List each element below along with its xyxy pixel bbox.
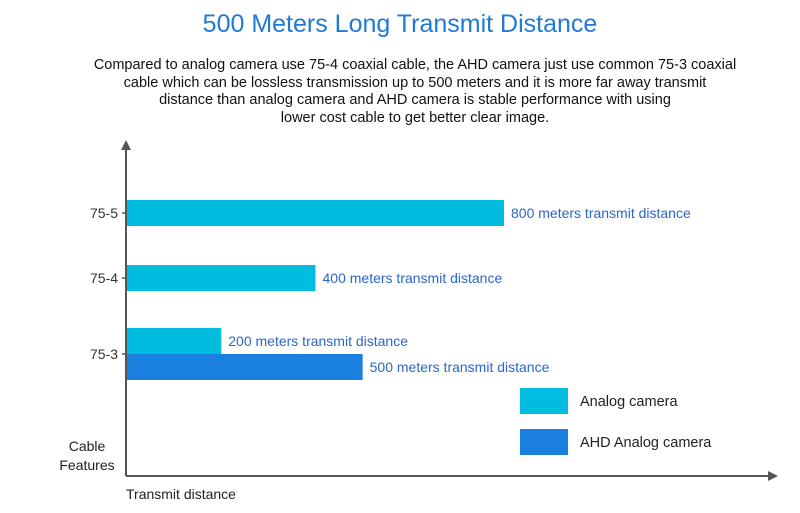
x-axis-arrow-icon — [768, 471, 778, 481]
chart-description: Compared to analog camera use 75-4 coaxi… — [55, 57, 775, 127]
x-axis-label: Transmit distance — [126, 486, 236, 502]
description-line: cable which can be lossless transmission… — [123, 74, 707, 91]
chart-legend: Analog camera AHD Analog camera — [520, 388, 712, 455]
legend-label: AHD Analog camera — [580, 435, 712, 451]
y-tick-label: 75-3 — [90, 346, 118, 362]
y-axis-arrow-icon — [121, 140, 131, 150]
data-label: 800 meters transmit distance — [511, 205, 691, 221]
legend-label: Analog camera — [580, 394, 678, 410]
chart-title: 500 Meters Long Transmit Distance — [202, 10, 598, 38]
description-line: distance than analog camera and AHD came… — [159, 92, 671, 108]
data-label: 400 meters transmit distance — [323, 270, 503, 286]
y-axis-label-line: Features — [59, 457, 115, 473]
bar-75-5-analog-camera — [127, 200, 504, 226]
data-label: 200 meters transmit distance — [228, 333, 408, 349]
y-tick-label: 75-5 — [90, 205, 118, 221]
legend-swatch — [520, 388, 568, 414]
chart-axes: 75-5 75-4 75-3 — [90, 140, 778, 481]
description-line: lower cost cable to get better clear ima… — [280, 109, 550, 126]
description-line: Compared to analog camera use 75-4 coaxi… — [93, 57, 737, 73]
bar-75-3-ahd-analog-camera — [127, 354, 363, 380]
y-tick-label: 75-4 — [90, 270, 118, 286]
data-label: 500 meters transmit distance — [370, 359, 550, 375]
bar-75-4-analog-camera — [127, 265, 316, 291]
y-axis-label: Cable Features — [52, 437, 122, 475]
chart-marks: 800 meters transmit distance 400 meters t… — [127, 200, 691, 380]
legend-swatch — [520, 429, 568, 455]
bar-75-3-analog-camera — [127, 328, 222, 354]
y-axis-label-line: Cable — [68, 438, 106, 454]
